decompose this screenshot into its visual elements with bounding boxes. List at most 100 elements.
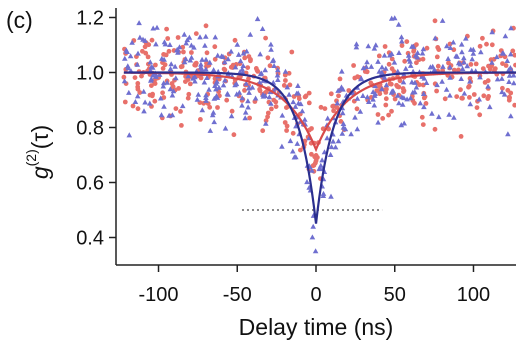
blue-data-point <box>459 66 466 71</box>
red-data-point <box>245 65 251 70</box>
blue-data-point <box>507 51 514 57</box>
blue-data-point <box>335 87 341 93</box>
blue-data-point <box>167 42 173 47</box>
red-data-point <box>442 96 448 102</box>
red-data-point <box>253 66 259 71</box>
blue-data-point <box>316 165 323 171</box>
blue-data-point <box>213 93 220 99</box>
y-tick-label: 0.6 <box>76 173 104 195</box>
blue-data-point <box>414 50 421 55</box>
red-data-point <box>500 85 505 91</box>
blue-data-point <box>141 108 147 114</box>
red-data-point <box>193 60 199 66</box>
fit-curves <box>123 71 516 224</box>
blue-data-point <box>401 120 407 126</box>
blue-data-point <box>400 79 407 85</box>
blue-data-point <box>342 126 349 132</box>
red-data-point <box>149 37 155 43</box>
blue-data-point <box>169 92 176 98</box>
blue-data-point <box>439 78 445 84</box>
blue-data-point <box>237 58 244 64</box>
blue-data-point <box>187 57 194 63</box>
blue-data-point <box>233 91 240 97</box>
series-red-circle-points <box>121 18 516 182</box>
red-data-point <box>507 95 512 101</box>
blue-data-point <box>247 31 254 37</box>
blue-data-point <box>262 67 268 73</box>
blue-data-point <box>134 93 141 99</box>
blue-data-point <box>213 86 219 92</box>
blue-data-point <box>396 100 402 106</box>
blue-data-point <box>135 50 141 56</box>
blue-data-point <box>186 34 193 40</box>
blue-data-point <box>236 89 243 95</box>
series-blue-triangle-points <box>121 15 516 254</box>
axes-frame <box>115 8 516 266</box>
red-data-point <box>434 88 439 94</box>
blue-data-point <box>447 74 453 80</box>
blue-data-point <box>494 76 501 82</box>
blue-data-point <box>372 90 378 96</box>
x-axis-ticks: -100 -50 0 50 100 <box>139 265 490 306</box>
blue-data-point <box>363 64 370 69</box>
blue-data-point <box>216 84 222 90</box>
blue-data-point <box>269 58 276 64</box>
red-data-point <box>263 35 268 41</box>
blue-data-point <box>469 56 475 62</box>
red-data-point <box>489 42 495 48</box>
red-data-point <box>242 55 248 61</box>
blue-data-point <box>290 148 296 154</box>
blue-data-point <box>348 131 354 137</box>
red-data-point <box>420 122 426 127</box>
red-data-point <box>282 120 288 125</box>
red-data-point <box>130 103 136 109</box>
blue-data-point <box>396 50 402 55</box>
blue-data-point <box>295 82 301 88</box>
blue-data-point <box>353 44 360 50</box>
blue-data-point <box>207 127 214 133</box>
red-data-point <box>248 57 253 62</box>
y-axis-title-base: g <box>27 166 53 179</box>
red-data-point <box>318 104 324 110</box>
red-data-point <box>383 102 389 108</box>
blue-data-point <box>494 54 500 60</box>
red-data-point <box>338 119 344 124</box>
blue-data-point <box>153 41 159 47</box>
blue-data-point <box>203 95 209 100</box>
red-data-point <box>383 96 389 102</box>
blue-data-point <box>419 73 425 79</box>
blue-data-point <box>234 41 241 47</box>
red-data-point <box>179 123 184 128</box>
blue-data-point <box>427 64 434 70</box>
red-data-point <box>354 106 360 112</box>
blue-data-point <box>240 63 246 68</box>
red-data-point <box>508 90 514 96</box>
x-tick-label: 0 <box>310 284 321 306</box>
red-data-point <box>336 93 341 99</box>
blue-data-point <box>467 101 474 107</box>
blue-data-point <box>375 58 381 64</box>
blue-data-point <box>328 193 334 199</box>
red-data-point <box>263 118 269 123</box>
blue-data-point <box>499 89 505 95</box>
blue-data-point <box>420 46 427 52</box>
red-data-point <box>331 103 336 109</box>
blue-data-point <box>370 96 376 102</box>
red-data-point <box>383 90 389 95</box>
blue-data-point <box>431 67 438 73</box>
blue-data-point <box>365 43 372 49</box>
blue-data-point <box>340 120 347 126</box>
red-data-point <box>477 43 483 49</box>
red-data-point <box>189 50 194 55</box>
blue-data-point <box>443 86 450 92</box>
blue-data-point <box>391 59 398 65</box>
blue-data-point <box>207 59 213 65</box>
blue-data-point <box>140 88 147 94</box>
blue-data-point <box>506 78 512 84</box>
blue-data-point <box>458 76 464 81</box>
blue-data-point <box>312 248 319 254</box>
red-data-point <box>289 49 295 55</box>
blue-data-point <box>299 108 306 114</box>
blue-data-point <box>395 21 402 27</box>
red-data-point <box>397 78 403 84</box>
